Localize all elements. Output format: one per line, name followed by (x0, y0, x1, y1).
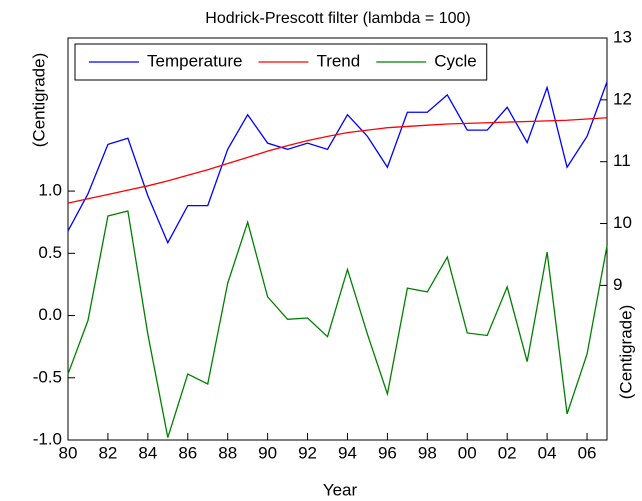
x-tick-label: 04 (538, 443, 557, 462)
series-line (67, 210, 608, 438)
x-tick-label: 82 (98, 443, 117, 462)
legend-label: Temperature (147, 51, 242, 70)
x-tick-label: 94 (338, 443, 357, 462)
x-tick-label: 86 (178, 443, 197, 462)
plot-frame (67, 37, 608, 441)
x-tick-label: 88 (218, 443, 237, 462)
x-tick-label: 80 (59, 443, 78, 462)
y2-axis-label: (Centigrade) (616, 305, 635, 400)
chart-title: Hodrick-Prescott filter (lambda = 100) (205, 10, 470, 27)
y2-tick-label: 12 (613, 89, 632, 108)
y-tick-label: 0.0 (38, 305, 62, 324)
x-tick-label: 90 (258, 443, 277, 462)
y2-tick-label: 11 (613, 151, 631, 170)
y-tick-label: 0.5 (38, 243, 62, 262)
y-tick-label: 1.0 (38, 181, 62, 200)
x-axis-label: Year (323, 480, 358, 499)
legend-label: Trend (316, 51, 360, 70)
legend-label: Cycle (434, 51, 477, 70)
series-line (67, 81, 608, 245)
y2-tick-label: 9 (613, 275, 622, 294)
y-tick-label: -0.5 (33, 367, 62, 386)
x-tick-label: 06 (578, 443, 597, 462)
y-axis-label: (Centigrade) (29, 53, 48, 148)
series-line (67, 117, 608, 204)
x-tick-label: 84 (138, 443, 157, 462)
x-tick-label: 00 (458, 443, 477, 462)
y-tick-label: -1.0 (33, 429, 62, 448)
y2-tick-label: 13 (613, 27, 632, 46)
x-tick-label: 92 (298, 443, 317, 462)
x-tick-label: 96 (378, 443, 397, 462)
x-tick-label: 98 (418, 443, 437, 462)
y2-tick-label: 10 (613, 213, 632, 232)
x-tick-label: 02 (498, 443, 517, 462)
